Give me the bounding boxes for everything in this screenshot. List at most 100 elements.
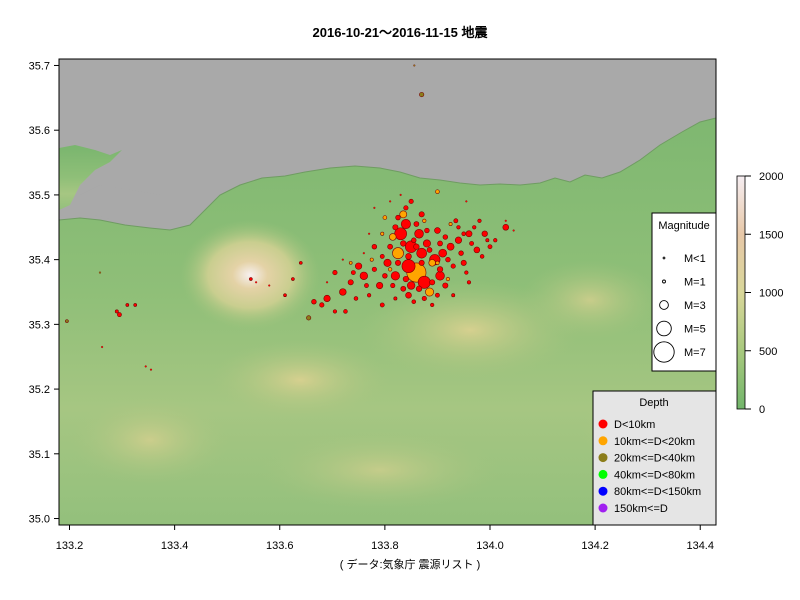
colorbar-tick-label: 2000 — [759, 171, 783, 183]
earthquake-marker — [392, 224, 399, 231]
earthquake-marker — [362, 252, 365, 255]
depth-legend-swatch — [598, 436, 608, 446]
earthquake-marker — [399, 193, 402, 196]
earthquake-marker — [442, 282, 449, 289]
y-tick-label: 35.6 — [29, 125, 50, 137]
earthquake-marker — [411, 299, 417, 304]
depth-legend-label: 10km<=D<20km — [614, 436, 695, 448]
magnitude-legend-symbol — [662, 256, 666, 260]
earthquake-marker — [323, 294, 331, 303]
depth-legend-swatch — [598, 486, 608, 496]
depth-legend-label: 150km<=D — [614, 503, 668, 515]
earthquake-events — [65, 64, 515, 371]
earthquake-marker — [144, 365, 147, 368]
earthquake-marker — [368, 232, 371, 235]
earthquake-marker — [390, 283, 396, 289]
earthquake-marker — [473, 246, 481, 254]
magnitude-legend-symbol — [656, 320, 672, 337]
earthquake-marker — [454, 236, 462, 244]
earthquake-marker — [416, 247, 427, 259]
earthquake-marker — [456, 225, 461, 230]
earthquake-marker — [405, 253, 412, 260]
earthquake-marker — [283, 293, 287, 298]
earthquake-marker — [306, 315, 312, 321]
earthquake-marker — [364, 283, 369, 288]
depth-legend: Depth D<10km 10km<=D<20km 20km<=D<40km 40km… — [592, 390, 717, 526]
depth-legend-title: Depth — [639, 397, 668, 409]
earthquake-marker — [419, 92, 425, 98]
earthquake-marker — [382, 273, 388, 279]
colorbar-tick-label: 0 — [759, 404, 765, 416]
earthquake-marker — [426, 247, 433, 253]
earthquake-marker — [388, 267, 393, 272]
earthquake-marker — [436, 266, 444, 273]
earthquake-marker — [332, 309, 338, 314]
earthquake-marker — [504, 219, 507, 222]
earthquake-marker — [407, 281, 416, 290]
colorbar-tick-label: 1500 — [759, 229, 783, 241]
y-tick-label: 35.7 — [29, 60, 50, 72]
earthquake-marker — [512, 229, 515, 232]
earthquake-marker — [465, 230, 473, 238]
earthquake-marker — [400, 285, 407, 292]
earthquake-marker — [400, 219, 411, 230]
magnitude-legend-symbol — [653, 341, 675, 363]
earthquake-marker — [442, 234, 448, 240]
depth-legend-label: 20km<=D<40km — [614, 453, 695, 465]
earthquake-marker — [249, 277, 253, 281]
earthquake-marker — [402, 275, 410, 283]
earthquake-marker — [413, 64, 416, 67]
earthquake-marker — [125, 303, 130, 307]
lagoon — [80, 185, 200, 228]
depth-legend-swatch — [598, 503, 608, 513]
earthquake-marker — [485, 238, 490, 243]
earthquake-marker — [343, 309, 348, 314]
earthquake-marker — [435, 271, 445, 281]
earthquake-marker — [450, 263, 456, 269]
earthquake-marker — [487, 244, 493, 250]
earthquake-marker — [326, 281, 329, 284]
earthquake-marker — [369, 257, 374, 262]
earthquake-marker — [414, 229, 424, 239]
earthquake-marker — [390, 271, 400, 281]
x-tick-label: 134.0 — [476, 540, 504, 552]
earthquake-marker — [445, 256, 451, 263]
earthquake-marker — [149, 368, 153, 371]
earthquake-marker — [332, 270, 338, 276]
depth-legend-label: 80km<=D<150km — [614, 486, 701, 498]
magnitude-legend-label: M=3 — [684, 300, 706, 312]
earthquake-marker — [393, 296, 398, 301]
earthquake-marker — [405, 291, 412, 299]
earthquake-marker — [435, 292, 440, 298]
earthquake-marker — [438, 248, 447, 258]
earthquake-marker — [268, 284, 271, 287]
earthquake-marker — [445, 276, 451, 282]
earthquake-marker — [382, 215, 388, 220]
earthquake-marker — [411, 237, 417, 243]
magnitude-legend-label: M=7 — [684, 347, 706, 359]
depth-legend-swatch — [598, 419, 608, 429]
earthquake-marker — [421, 295, 427, 301]
magnitude-legend-label: M<1 — [684, 253, 706, 265]
x-tick-label: 133.4 — [161, 540, 189, 552]
earthquake-marker — [465, 200, 468, 203]
magnitude-legend-label: M=5 — [684, 324, 706, 336]
data-source-caption: ( データ:気象庁 震源リスト ) — [339, 559, 481, 571]
earthquake-marker — [347, 279, 354, 286]
earthquake-marker — [429, 279, 436, 286]
magnitude-legend-symbol — [662, 279, 666, 284]
y-tick-label: 35.5 — [29, 190, 50, 202]
earthquake-marker — [355, 262, 363, 270]
earthquake-marker — [418, 211, 425, 218]
magnitude-legend-label: M=1 — [684, 277, 706, 289]
earthquake-marker — [367, 293, 372, 298]
earthquake-marker — [437, 240, 443, 247]
y-tick-label: 35.1 — [29, 449, 50, 461]
earthquake-marker — [451, 293, 456, 298]
y-axis: 35.0 35.1 35.2 35.3 35.4 35.5 35.6 35.7 — [29, 60, 59, 526]
earthquake-marker — [394, 227, 407, 241]
earthquake-marker — [422, 239, 431, 248]
x-tick-label: 134.4 — [686, 540, 714, 552]
earthquake-marker — [311, 299, 317, 305]
